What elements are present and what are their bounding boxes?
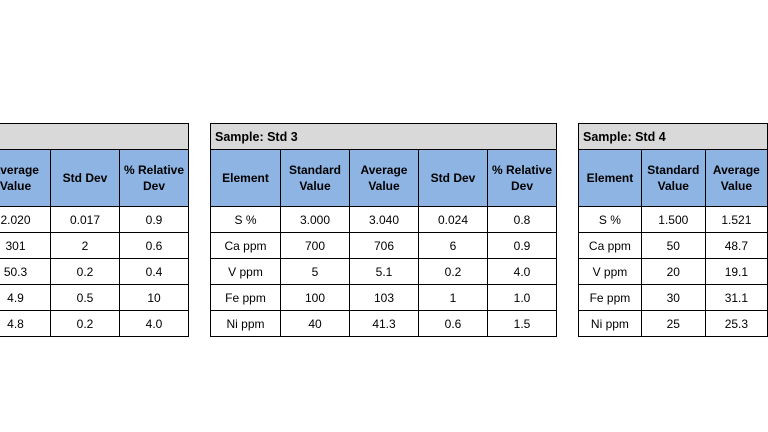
results-table-std3: Sample: Std 3 Element Standard Value Ave… <box>210 123 557 337</box>
table-row: Fe ppm 100 103 1 1.0 <box>210 284 557 311</box>
table-cell: 0.2 <box>418 258 488 285</box>
table-cell: 1.5 <box>487 310 557 337</box>
table-cell: 4.9 <box>0 284 51 311</box>
table-cell: 40 <box>280 310 350 337</box>
table-row: 50.3 0.2 0.4 <box>0 258 189 285</box>
table-cell: 10 <box>119 284 189 311</box>
table-cell: S % <box>210 206 281 233</box>
table-cell: 0.2 <box>50 258 120 285</box>
table-cell: 0.9 <box>487 232 557 259</box>
table-cell: Ca ppm <box>210 232 281 259</box>
table-cell: Fe ppm <box>578 284 642 311</box>
header-average-value: Average Value <box>349 149 419 207</box>
table-cell: 50.3 <box>0 258 51 285</box>
results-table-std4: Sample: Std 4 Element Standard Value Ave… <box>578 123 768 337</box>
header-row: Element Standard Value Average Value Std… <box>210 149 557 207</box>
table-cell: 20 <box>640 258 706 285</box>
table-title-std4: Sample: Std 4 <box>578 123 768 150</box>
header-relative-dev: % Relative Dev <box>487 149 557 207</box>
table-cell: 4.0 <box>119 310 189 337</box>
table-cell: 1.521 <box>704 206 768 233</box>
table-panel-std4: Sample: Std 4 Element Standard Value Ave… <box>578 123 768 337</box>
table-title-left <box>0 123 189 150</box>
table-cell: 700 <box>280 232 350 259</box>
table-cell: 1.500 <box>640 206 706 233</box>
table-cell: 0.2 <box>50 310 120 337</box>
table-cell: 5 <box>280 258 350 285</box>
table-row: V ppm 5 5.1 0.2 4.0 <box>210 258 557 285</box>
table-row: S % 1.500 1.521 <box>578 206 768 233</box>
table-cell: 30 <box>640 284 706 311</box>
header-average-value: Average Value <box>0 149 51 207</box>
table-cell: 1.0 <box>487 284 557 311</box>
table-cell: 5.1 <box>349 258 419 285</box>
table-cell: 0.8 <box>487 206 557 233</box>
table-row: 4.9 0.5 10 <box>0 284 189 311</box>
table-row: 2.020 0.017 0.9 <box>0 206 189 233</box>
table-cell: 25 <box>640 310 706 337</box>
table-cell: 100 <box>280 284 350 311</box>
header-relative-dev: % Relative Dev <box>119 149 189 207</box>
table-cell: 3.000 <box>280 206 350 233</box>
table-row: 4.8 0.2 4.0 <box>0 310 189 337</box>
header-element: Element <box>210 149 281 207</box>
table-cell: Ni ppm <box>578 310 642 337</box>
table-row: Ni ppm 25 25.3 <box>578 310 768 337</box>
table-cell: 0.6 <box>418 310 488 337</box>
table-cell: 50 <box>640 232 706 259</box>
header-standard-value: Standard Value <box>640 149 706 207</box>
table-cell: 0.9 <box>119 206 189 233</box>
table-cell: Ca ppm <box>578 232 642 259</box>
table-cell: V ppm <box>210 258 281 285</box>
table-panel-std3: Sample: Std 3 Element Standard Value Ave… <box>210 123 557 337</box>
table-row: Fe ppm 30 31.1 <box>578 284 768 311</box>
table-cell: 48.7 <box>704 232 768 259</box>
table-cell: 41.3 <box>349 310 419 337</box>
table-cell: 2.020 <box>0 206 51 233</box>
table-cell: 0.5 <box>50 284 120 311</box>
table-cell: 103 <box>349 284 419 311</box>
header-average-value: Average Value <box>704 149 768 207</box>
table-cell: 31.1 <box>704 284 768 311</box>
table-cell: 3.040 <box>349 206 419 233</box>
header-std-dev: Std Dev <box>418 149 488 207</box>
table-cell: Fe ppm <box>210 284 281 311</box>
table-row: V ppm 20 19.1 <box>578 258 768 285</box>
header-row: Average Value Std Dev % Relative Dev <box>0 149 189 207</box>
table-row: Ca ppm 700 706 6 0.9 <box>210 232 557 259</box>
table-cell: 0.017 <box>50 206 120 233</box>
table-cell: 0.4 <box>119 258 189 285</box>
table-cell: 301 <box>0 232 51 259</box>
table-cell: 4.0 <box>487 258 557 285</box>
table-row: Ca ppm 50 48.7 <box>578 232 768 259</box>
table-cell: 2 <box>50 232 120 259</box>
table-cell: V ppm <box>578 258 642 285</box>
table-cell: 706 <box>349 232 419 259</box>
header-std-dev: Std Dev <box>50 149 120 207</box>
table-cell: 4.8 <box>0 310 51 337</box>
table-cell: 0.024 <box>418 206 488 233</box>
table-row: 301 2 0.6 <box>0 232 189 259</box>
header-element: Element <box>578 149 642 207</box>
table-cell: Ni ppm <box>210 310 281 337</box>
table-title-std3: Sample: Std 3 <box>210 123 557 150</box>
header-standard-value: Standard Value <box>280 149 350 207</box>
table-row: S % 3.000 3.040 0.024 0.8 <box>210 206 557 233</box>
table-panel-left: Average Value Std Dev % Relative Dev 2.0… <box>0 123 189 337</box>
table-row: Ni ppm 40 41.3 0.6 1.5 <box>210 310 557 337</box>
table-cell: 25.3 <box>704 310 768 337</box>
table-cell: 19.1 <box>704 258 768 285</box>
results-table-left: Average Value Std Dev % Relative Dev 2.0… <box>0 123 189 337</box>
table-cell: 1 <box>418 284 488 311</box>
table-cell: S % <box>578 206 642 233</box>
table-cell: 0.6 <box>119 232 189 259</box>
table-cell: 6 <box>418 232 488 259</box>
header-row: Element Standard Value Average Value <box>578 149 768 207</box>
